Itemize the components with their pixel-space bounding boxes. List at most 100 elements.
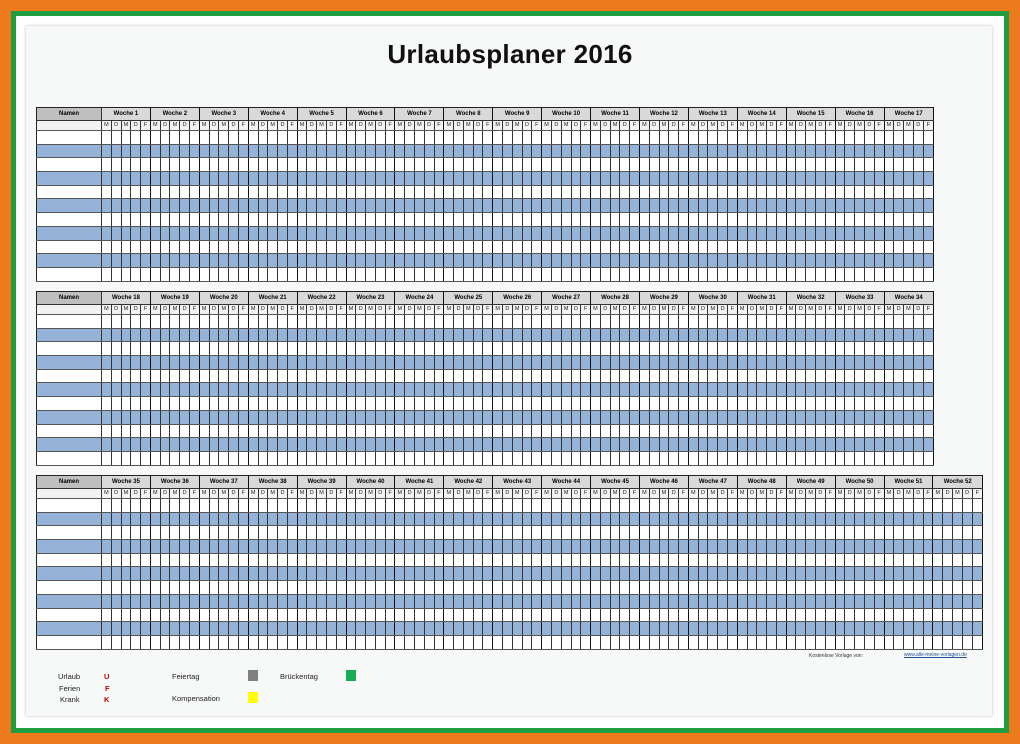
day-cell[interactable]: [737, 635, 748, 650]
day-cell[interactable]: [512, 512, 523, 527]
day-cell[interactable]: [248, 355, 259, 370]
day-cell[interactable]: [306, 267, 318, 282]
day-cell[interactable]: [659, 341, 670, 357]
day-cell[interactable]: [169, 566, 181, 582]
day-cell[interactable]: [923, 185, 935, 200]
day-cell[interactable]: [346, 410, 357, 425]
day-cell[interactable]: [649, 396, 660, 411]
day-cell[interactable]: [786, 594, 797, 609]
day-cell[interactable]: [179, 341, 191, 357]
day-cell[interactable]: [571, 314, 582, 329]
day-cell[interactable]: [404, 314, 415, 329]
day-cell[interactable]: [473, 185, 484, 200]
day-cell[interactable]: [218, 498, 230, 513]
day-cell[interactable]: [698, 369, 709, 384]
day-cell[interactable]: [903, 130, 914, 145]
day-cell[interactable]: [258, 410, 269, 425]
day-cell[interactable]: [218, 621, 230, 636]
day-cell[interactable]: [629, 157, 640, 173]
day-cell[interactable]: [619, 512, 631, 527]
day-cell[interactable]: [453, 328, 464, 343]
day-cell[interactable]: [199, 130, 210, 145]
day-cell[interactable]: [531, 130, 543, 145]
day-cell[interactable]: [766, 240, 777, 255]
day-cell[interactable]: [776, 424, 787, 439]
day-cell[interactable]: [610, 212, 621, 227]
day-cell[interactable]: [424, 553, 435, 568]
day-cell[interactable]: [424, 566, 435, 582]
day-cell[interactable]: [414, 355, 425, 370]
day-cell[interactable]: [610, 171, 621, 186]
day-cell[interactable]: [942, 580, 953, 595]
day-cell[interactable]: [169, 212, 181, 227]
day-cell[interactable]: [835, 328, 846, 343]
day-cell[interactable]: [707, 355, 719, 370]
day-cell[interactable]: [209, 566, 220, 582]
day-cell[interactable]: [698, 437, 709, 452]
day-cell[interactable]: [238, 498, 249, 513]
day-cell[interactable]: [649, 566, 660, 582]
day-cell[interactable]: [678, 341, 689, 357]
name-cell[interactable]: [36, 267, 102, 282]
day-cell[interactable]: [541, 621, 552, 636]
day-cell[interactable]: [414, 226, 425, 241]
day-cell[interactable]: [316, 157, 327, 173]
day-cell[interactable]: [962, 594, 973, 609]
day-cell[interactable]: [844, 130, 856, 145]
day-cell[interactable]: [522, 185, 533, 200]
day-cell[interactable]: [835, 621, 846, 636]
day-cell[interactable]: [815, 144, 826, 159]
day-cell[interactable]: [434, 594, 445, 609]
day-cell[interactable]: [306, 341, 318, 357]
day-cell[interactable]: [492, 424, 504, 439]
day-cell[interactable]: [942, 566, 953, 582]
day-cell[interactable]: [815, 130, 826, 145]
day-cell[interactable]: [893, 226, 905, 241]
day-cell[interactable]: [932, 553, 944, 568]
day-cell[interactable]: [228, 539, 239, 554]
day-cell[interactable]: [795, 157, 807, 173]
day-cell[interactable]: [795, 267, 807, 282]
day-cell[interactable]: [619, 553, 631, 568]
day-cell[interactable]: [179, 144, 191, 159]
day-cell[interactable]: [502, 212, 513, 227]
day-cell[interactable]: [854, 566, 865, 582]
day-cell[interactable]: [434, 369, 445, 384]
day-cell[interactable]: [893, 410, 905, 425]
day-cell[interactable]: [365, 553, 376, 568]
day-cell[interactable]: [659, 382, 670, 398]
day-cell[interactable]: [336, 157, 347, 173]
day-cell[interactable]: [248, 498, 259, 513]
day-cell[interactable]: [649, 424, 660, 439]
day-cell[interactable]: [913, 185, 924, 200]
day-cell[interactable]: [884, 341, 895, 357]
day-cell[interactable]: [756, 621, 768, 636]
name-cell[interactable]: [36, 451, 102, 466]
day-cell[interactable]: [375, 144, 386, 159]
day-cell[interactable]: [297, 369, 308, 384]
day-cell[interactable]: [561, 253, 572, 268]
day-cell[interactable]: [385, 355, 396, 370]
day-cell[interactable]: [815, 451, 826, 466]
day-cell[interactable]: [874, 410, 885, 425]
day-cell[interactable]: [473, 253, 484, 268]
day-cell[interactable]: [355, 621, 367, 636]
day-cell[interactable]: [258, 396, 269, 411]
day-cell[interactable]: [248, 341, 259, 357]
day-cell[interactable]: [551, 171, 562, 186]
day-cell[interactable]: [639, 130, 650, 145]
day-cell[interactable]: [199, 355, 210, 370]
day-cell[interactable]: [150, 198, 161, 214]
day-cell[interactable]: [795, 382, 807, 398]
day-cell[interactable]: [619, 185, 631, 200]
day-cell[interactable]: [463, 608, 474, 623]
day-cell[interactable]: [580, 253, 592, 268]
day-cell[interactable]: [130, 396, 142, 411]
day-cell[interactable]: [903, 355, 914, 370]
day-cell[interactable]: [717, 525, 728, 541]
day-cell[interactable]: [169, 328, 181, 343]
day-cell[interactable]: [492, 171, 504, 186]
day-cell[interactable]: [580, 198, 592, 214]
day-cell[interactable]: [864, 410, 875, 425]
day-cell[interactable]: [277, 410, 288, 425]
